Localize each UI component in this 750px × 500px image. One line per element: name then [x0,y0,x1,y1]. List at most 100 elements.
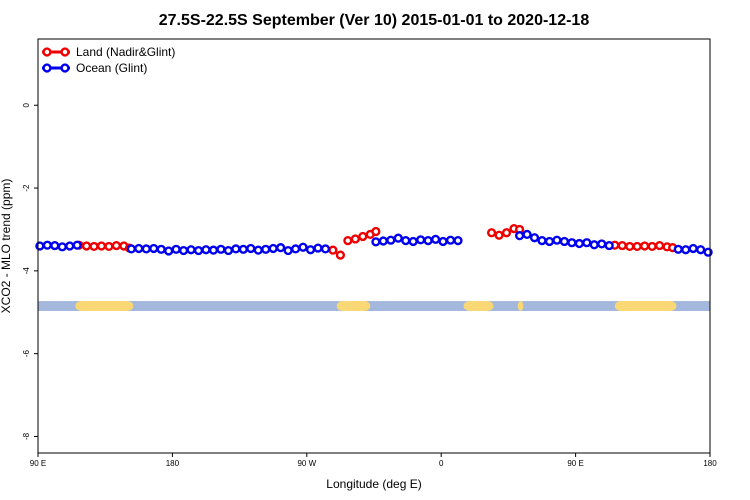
data-point [696,245,706,255]
series-ocean [35,229,713,257]
legend-marker [60,47,70,57]
data-point [141,244,151,254]
x-tick-label: 0 [439,459,444,468]
plot-frame [37,38,711,454]
data-point [625,241,635,252]
land-segment [336,301,371,311]
data-point [193,245,204,256]
data-point [261,244,271,254]
data-point [501,228,512,238]
y-tick-label: 0 [22,102,31,107]
data-point [589,240,599,250]
x-axis-label: Longitude (deg E) [326,477,421,491]
y-axis-label: XCO2 - MLO trend (ppm) [0,179,13,314]
data-point [253,245,263,255]
data-point [328,245,338,255]
legend-item: Ocean (Glint) [42,61,147,75]
data-point [298,242,308,252]
land-segment [614,301,677,311]
data-point [231,244,241,254]
x-tick-label: 90 E [567,459,583,468]
data-point [65,241,75,251]
data-point [552,235,562,245]
data-point [567,238,577,248]
ocean-band [38,301,710,311]
data-point [223,245,234,256]
y-tick-label: -2 [22,184,31,192]
data-point [350,234,360,244]
data-point [35,241,45,251]
data-point [335,250,346,260]
data-point [42,240,52,250]
data-point [688,243,698,254]
data-point [201,245,211,255]
data-point [268,243,278,254]
land-segment [517,301,524,311]
data-point [171,244,181,254]
x-tick-label: 180 [703,459,717,468]
data-point [597,239,607,249]
x-axis: 90 E 180 90 W 0 90 E 180 [30,453,717,468]
data-point [320,244,331,254]
data-point [673,244,683,254]
data-point [574,238,584,249]
data-point [126,244,136,254]
data-point [134,243,144,254]
legend: Land (Nadir&Glint) Ocean (Glint) [42,45,175,75]
legend-marker [42,63,52,73]
data-point [305,245,316,255]
data-point [149,243,159,254]
data-point [681,245,691,255]
y-tick-label: -4 [22,267,31,275]
data-point [283,245,293,256]
data-point [378,236,388,246]
land-segment [463,301,494,311]
data-point [445,235,456,245]
data-point [57,242,67,252]
data-point [582,238,592,248]
data-point [453,236,463,246]
data-point [647,241,657,252]
data-point [291,244,301,254]
data-point [179,245,189,256]
data-point [104,241,114,252]
data-point [654,240,665,251]
data-point [343,236,353,246]
data-point [216,244,226,254]
data-point [72,240,82,250]
data-point [544,236,555,247]
data-point [423,236,433,246]
data-point [358,231,368,242]
data-point [50,240,60,251]
data-point [537,236,547,246]
data-point [371,226,381,237]
data-point [276,243,286,253]
land-segment [75,301,134,311]
data-point [438,236,448,247]
data-point [186,245,196,255]
data-point [408,236,418,247]
legend-item: Land (Nadir&Glint) [42,45,175,59]
data-point [208,245,219,255]
series-layer [35,224,713,260]
y-axis: 0 -2 -4 -6 -8 [22,102,38,440]
legend-marker [60,63,70,73]
data-point [81,241,92,251]
data-point [111,240,122,251]
data-point [529,233,540,243]
data-point [238,244,248,254]
data-point [559,236,570,247]
y-tick-label: -6 [22,350,31,358]
data-point [640,241,650,251]
land-ocean-mask [38,301,710,311]
data-point [431,234,441,244]
data-point [96,241,107,251]
data-point [703,247,713,257]
data-point [386,235,396,245]
data-point [246,243,256,254]
data-point [494,230,504,240]
data-point [401,236,411,246]
data-point [164,246,174,256]
legend-marker [42,47,52,57]
